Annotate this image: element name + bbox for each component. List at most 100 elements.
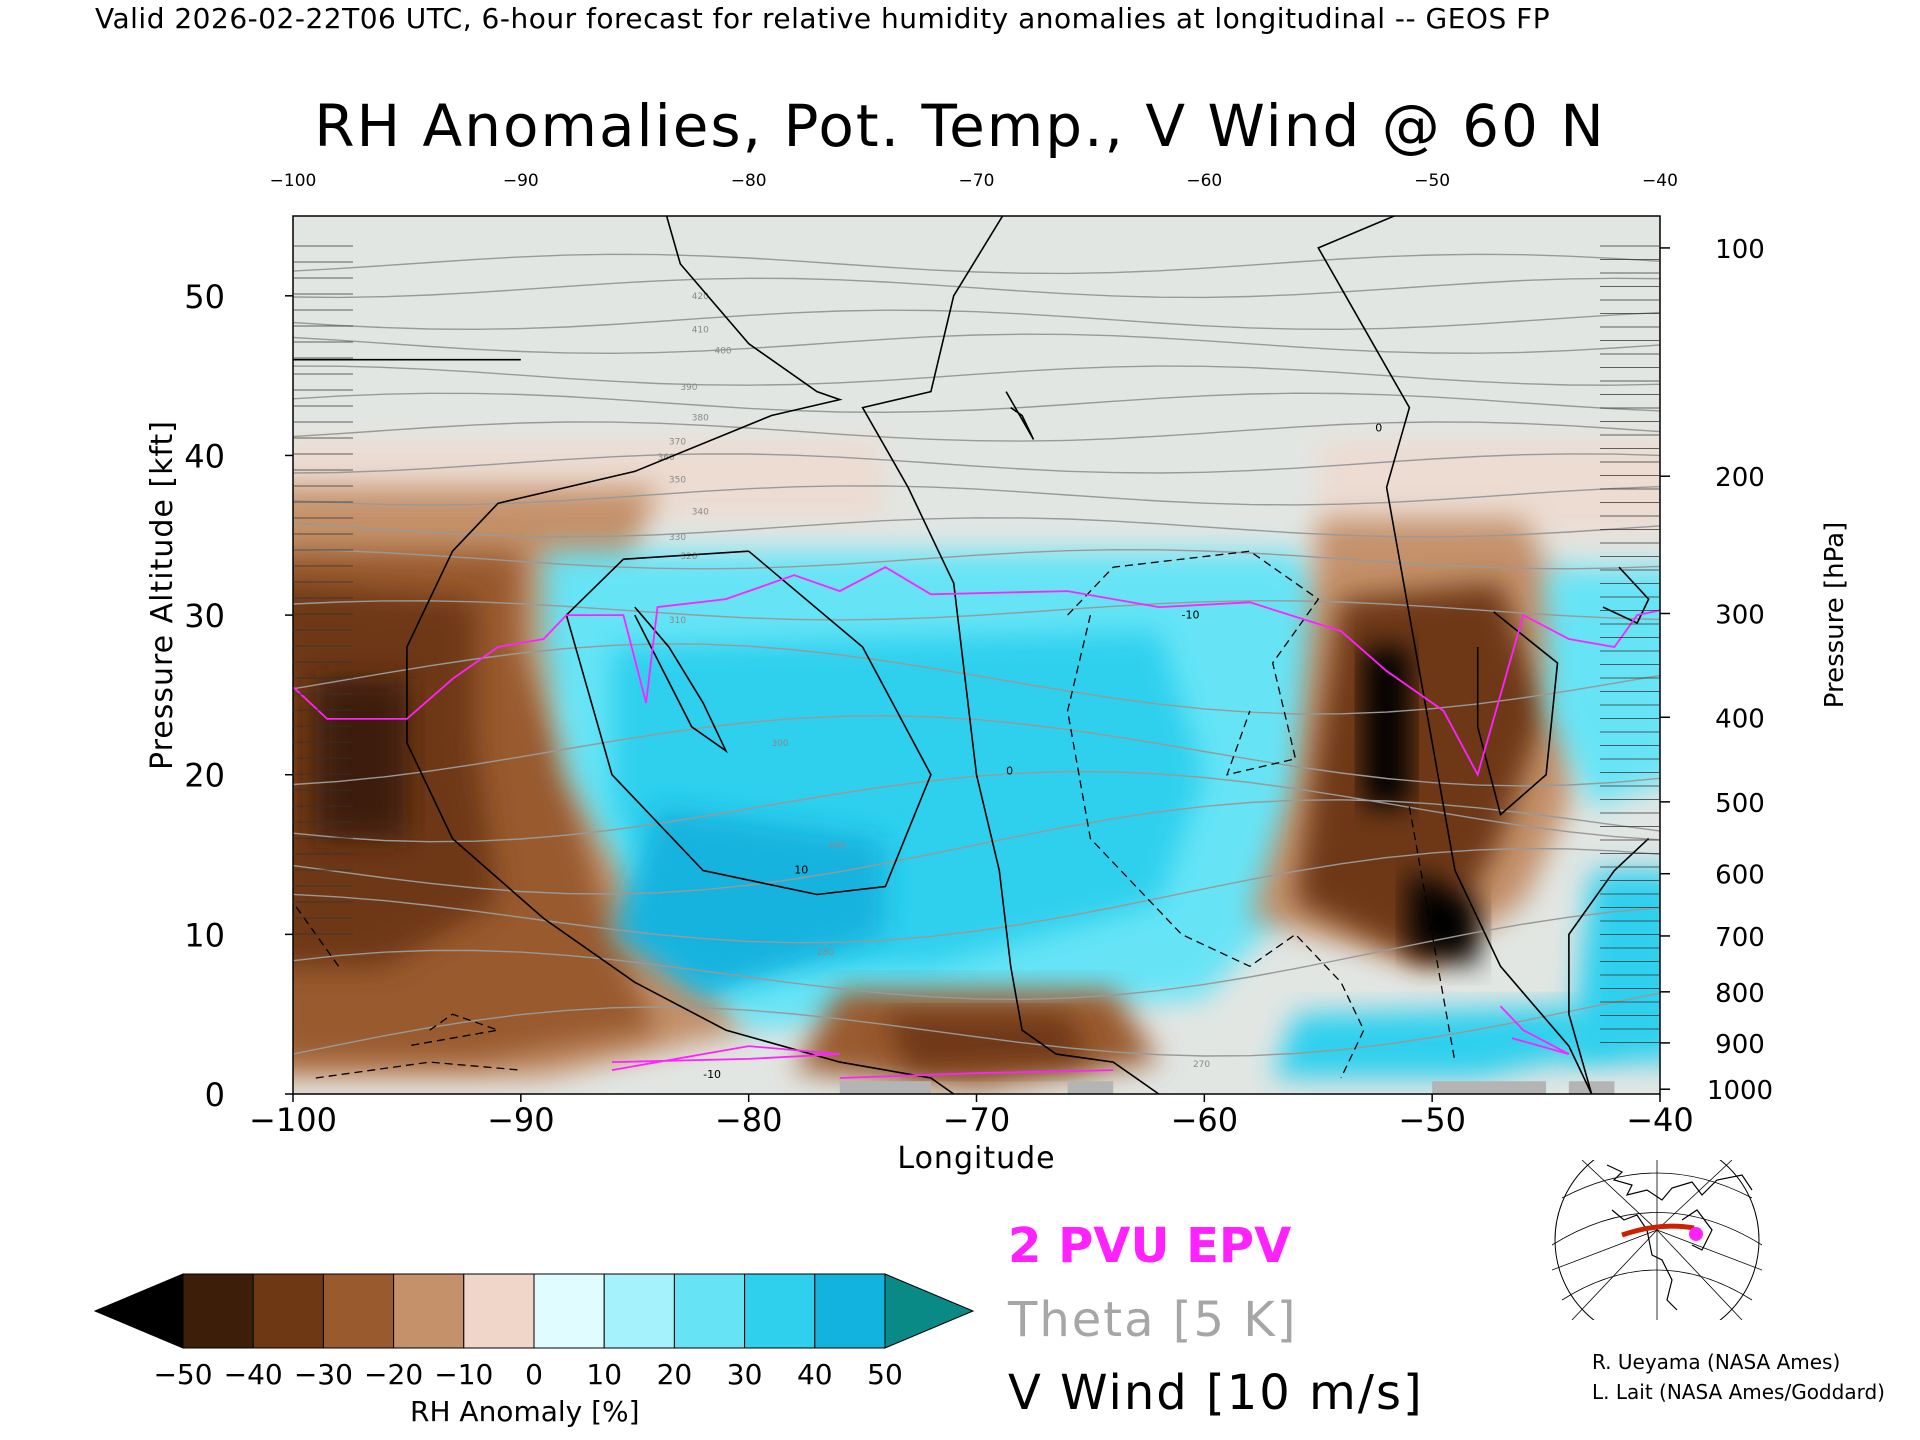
vwind-contour-line (1568, 838, 1650, 1094)
colorbar-tick-label: −50 (153, 1358, 212, 1391)
x-tick-label: −60 (1171, 1101, 1239, 1139)
top-x-tick-label: −100 (270, 171, 317, 191)
theta-contours: 2702802903003103203303403503603703803904… (293, 253, 1660, 1070)
vwind-contours: -10 0 10 0 -10 (293, 216, 1650, 1094)
theta-contour-line (293, 643, 1660, 715)
theta-contour-label: 380 (692, 413, 709, 423)
top-x-tick-label: −50 (1414, 171, 1450, 191)
vwind-contour-line-negative (406, 1013, 501, 1047)
top-x-tick-label: −90 (503, 171, 539, 191)
theta-contour-line (293, 714, 1660, 787)
x-tick-label: −70 (943, 1101, 1011, 1139)
colorbar-tick-label: −20 (364, 1358, 423, 1391)
theta-contour-label: 330 (669, 533, 686, 543)
pressure-tick-label: 300 (1715, 600, 1765, 630)
colorbar-segment (744, 1273, 816, 1349)
theta-contour-label: 400 (714, 346, 731, 356)
location-map-inset (1552, 1160, 1762, 1320)
vwind-contour-line (861, 216, 1160, 1094)
colorbar-tick-label: −40 (224, 1358, 283, 1391)
vwind-contour-line-negative (315, 1061, 521, 1079)
rh-blob-upper-neutral-east (1318, 439, 1660, 536)
pressure-tick-label: 100 (1715, 235, 1765, 265)
terrain-block (1568, 1081, 1615, 1094)
colorbar-title: RH Anomaly [%] (410, 1395, 640, 1428)
y2-axis-label: Pressure [hPa] (1820, 522, 1850, 709)
theta-contour-line (293, 309, 1660, 331)
theta-contour-line (293, 907, 1660, 1001)
vwind-contour-line (634, 606, 728, 754)
colorbar-arrow-right (884, 1273, 975, 1349)
theta-contour-line (293, 333, 1660, 355)
theta-contour-label: 420 (692, 292, 709, 302)
colorbar-tick-label: 20 (657, 1358, 693, 1391)
legend-epv: 2 PVU EPV (1008, 1218, 1292, 1274)
pressure-tick-label: 900 (1715, 1030, 1765, 1060)
vwind-contour-line (565, 550, 932, 896)
x-tick-label: −40 (1626, 1101, 1694, 1139)
vwind-contour-line (1476, 611, 1559, 817)
legend-theta: Theta [5 K] (1008, 1292, 1298, 1348)
top-x-tick-label: −60 (1186, 171, 1222, 191)
colorbar-segment (533, 1273, 605, 1349)
y-tick-label: 30 (184, 597, 225, 635)
x-tick-label: −50 (1398, 1101, 1466, 1139)
theta-contour-label: 270 (1193, 1060, 1210, 1070)
rh-blob-dry-west-deep (315, 678, 407, 839)
epv-contour-low (839, 1069, 1114, 1079)
theta-contour-line (293, 421, 1660, 442)
theta-contour-line (293, 392, 1660, 414)
theta-contour-label: 320 (680, 552, 697, 562)
theta-contour-line (293, 992, 1660, 1057)
epv-2pvu-line (293, 566, 1660, 1079)
colorbar-tick-label: 0 (525, 1358, 543, 1391)
top-x-tick-label: −40 (1642, 171, 1678, 191)
colorbar-segment (814, 1273, 886, 1349)
colorbar-tick-label: 40 (797, 1358, 833, 1391)
y-tick-label: 50 (184, 278, 225, 316)
pressure-tick-label: 700 (1715, 923, 1765, 953)
theta-contour-line (293, 485, 1660, 506)
colorbar-segment (252, 1273, 324, 1349)
theta-contour-line (293, 548, 1660, 570)
theta-contour-line (293, 365, 1660, 386)
theta-contour-label: 290 (828, 841, 845, 851)
theta-contour-line (293, 453, 1660, 474)
terrain-block (1432, 1081, 1547, 1094)
colorbar-tick-label: −30 (294, 1358, 353, 1391)
colorbar-segment (463, 1273, 535, 1349)
pressure-tick-label: 800 (1715, 979, 1765, 1009)
y-tick-label: 10 (184, 916, 225, 954)
theta-contour-label: 370 (669, 437, 686, 447)
pressure-tick-label: 200 (1715, 463, 1765, 493)
theta-contour-label: 300 (771, 739, 788, 749)
vwind-contour-line-negative (1066, 614, 1365, 1079)
colorbar-segment (603, 1273, 675, 1349)
vwind-contour-line-negative (1408, 806, 1456, 1063)
pressure-tick-label: 500 (1715, 789, 1765, 819)
vwind-contour-label: -10 (1182, 608, 1200, 621)
x-tick-label: −80 (715, 1101, 783, 1139)
colorbar-arrow-left (93, 1273, 184, 1349)
rh-blob-dry-lowlevel-core (885, 1014, 1091, 1071)
top-x-tick-label: −70 (959, 171, 995, 191)
figure-header: Valid 2026-02-22T06 UTC, 6-hour forecast… (95, 2, 1551, 35)
colorbar-tick-label: 30 (727, 1358, 763, 1391)
x-tick-label: −100 (249, 1101, 337, 1139)
colorbar-segment (673, 1273, 746, 1349)
y-axis-label: Pressure Altitude [kft] (145, 420, 180, 770)
rh-blob-moist-east-upper (1546, 567, 1660, 807)
top-x-tick-label: −80 (731, 171, 767, 191)
colorbar-tick-label: 50 (867, 1358, 903, 1391)
rh-blob-dry-east (1295, 583, 1547, 967)
vwind-contour-label: 0 (1375, 422, 1382, 435)
credit-author-1: R. Ueyama (NASA Ames) (1592, 1350, 1841, 1374)
theta-contour-line (293, 277, 1660, 299)
pressure-tick-label: 1000 (1707, 1076, 1773, 1106)
colorbar-segment (322, 1273, 395, 1349)
pressure-tick-label: 600 (1715, 861, 1765, 891)
theta-contour-line (293, 847, 1660, 944)
pressure-tick-label: 400 (1715, 704, 1765, 734)
legend-vwind: V Wind [10 m/s] (1008, 1365, 1424, 1421)
